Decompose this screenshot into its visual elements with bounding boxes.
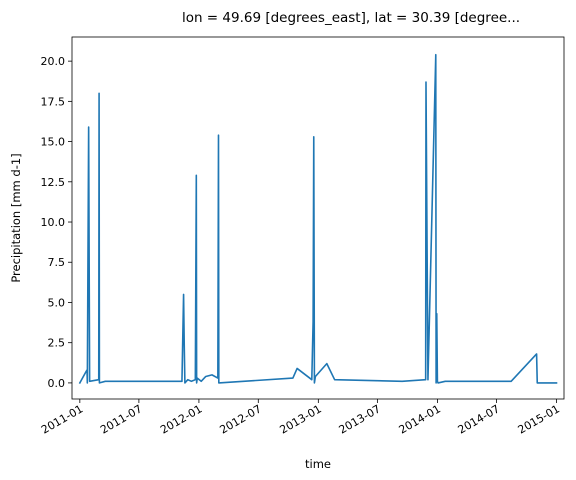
precipitation-series-line [78,53,558,384]
y-tick-label: 7.5 [48,256,66,269]
chart-title: lon = 49.69 [degrees_east], lat = 30.39 … [182,10,520,26]
y-tick-label: 0.0 [48,377,66,390]
x-tick-label: 2011-07 [98,402,144,436]
x-axis: 2011-01 2011-07 2012-01 2012-07 2013-01 2013-… [39,399,562,437]
x-tick-label: 2012-07 [217,402,263,436]
y-tick-label: 5.0 [48,296,66,309]
y-axis: 0.0 2.5 5.0 7.5 10.0 12.5 15.0 17.5 20.0 [41,55,72,390]
x-tick-label: 2012-01 [158,402,204,436]
y-tick-label: 10.0 [41,216,66,229]
x-tick-label: 2013-01 [278,402,324,436]
y-tick-label: 20.0 [41,55,66,68]
x-tick-label: 2014-01 [397,402,443,436]
x-tick-label: 2015-01 [516,402,562,436]
x-axis-label: time [305,457,331,471]
y-tick-label: 12.5 [41,176,66,189]
x-tick-label: 2013-07 [337,402,383,436]
x-tick-label: 2014-07 [456,402,502,436]
y-tick-label: 2.5 [48,337,66,350]
plot-background [72,37,564,399]
y-tick-label: 17.5 [41,95,66,108]
y-tick-label: 15.0 [41,136,66,149]
plot-area [71,36,565,400]
y-axis-label: Precipitation [mm d-1] [9,153,23,282]
x-tick-label: 2011-01 [39,402,85,436]
